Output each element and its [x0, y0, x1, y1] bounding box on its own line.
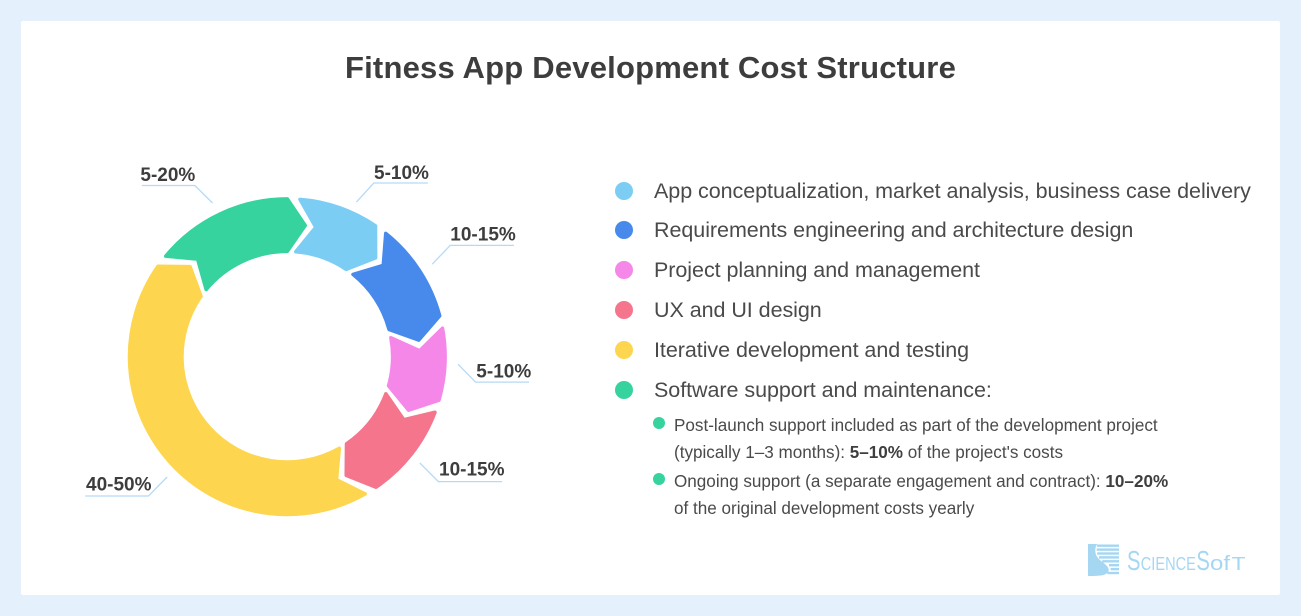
svg-text:T: T: [1232, 554, 1247, 575]
svg-text:CIENCE: CIENCE: [1141, 554, 1196, 575]
svg-text:5-20%: 5-20%: [140, 165, 195, 186]
svg-text:S: S: [1196, 545, 1210, 576]
svg-text:5-10%: 5-10%: [476, 362, 531, 383]
svg-text:40-50%: 40-50%: [86, 474, 152, 495]
svg-text:10-15%: 10-15%: [450, 225, 516, 246]
svg-text:of: of: [1210, 552, 1230, 575]
svg-text:5-10%: 5-10%: [374, 163, 429, 184]
svg-text:S: S: [1127, 545, 1141, 576]
svg-text:10-15%: 10-15%: [439, 460, 505, 481]
